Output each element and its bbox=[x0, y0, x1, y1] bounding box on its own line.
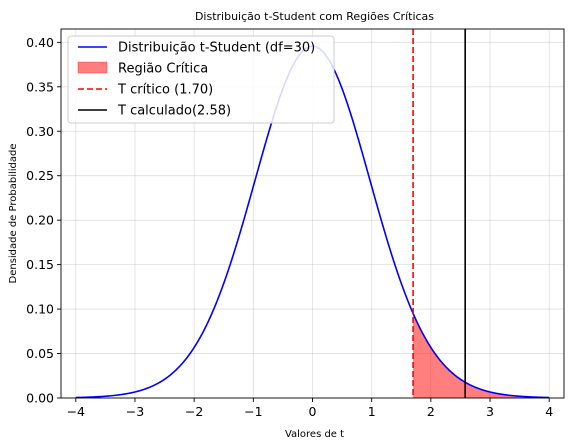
y-tick-label: 0.00 bbox=[26, 391, 54, 406]
legend-box bbox=[67, 35, 335, 124]
legend-label-region: Região Crítica bbox=[118, 62, 208, 77]
y-tick-label: 0.40 bbox=[26, 35, 54, 50]
x-tick-label: −4 bbox=[67, 404, 85, 419]
x-tick-label: −1 bbox=[244, 404, 262, 419]
y-axis-title: Densidade de Probabilidade bbox=[8, 143, 19, 283]
y-tick-label: 0.30 bbox=[26, 124, 54, 139]
y-tick-label: 0.15 bbox=[26, 257, 54, 272]
legend-label-curve: Distribuição t-Student (df=30) bbox=[118, 41, 315, 56]
y-tick-label: 0.05 bbox=[26, 346, 54, 361]
axis-ticks: −4 −3 −2 −1 0 1 2 3 4 0.00 0.05 0.10 0.15 0.20 0.25 0.3… bbox=[26, 35, 553, 419]
x-tick-label: 4 bbox=[545, 404, 553, 419]
x-tick-label: 0 bbox=[309, 404, 317, 419]
x-axis-title: Valores de t bbox=[285, 429, 344, 440]
y-tick-label: 0.25 bbox=[26, 168, 54, 183]
legend-label-t-calculated: T calculado(2.58) bbox=[117, 104, 231, 119]
chart-title: Distribuição t-Student com Regiões Críti… bbox=[195, 10, 434, 23]
legend-swatch-region bbox=[77, 61, 108, 74]
y-tick-label: 0.35 bbox=[26, 79, 54, 94]
x-tick-label: 3 bbox=[486, 404, 494, 419]
critical-region bbox=[413, 313, 550, 398]
x-tick-label: 1 bbox=[368, 404, 376, 419]
y-tick-label: 0.20 bbox=[26, 213, 54, 228]
vertical-lines bbox=[412, 29, 466, 398]
x-tick-label: −3 bbox=[126, 404, 144, 419]
x-tick-label: 2 bbox=[427, 404, 435, 419]
x-tick-label: −2 bbox=[185, 404, 203, 419]
legend-label-t-critical: T crítico (1.70) bbox=[117, 83, 213, 98]
critical-region-area bbox=[413, 313, 550, 398]
y-tick-label: 0.10 bbox=[26, 302, 54, 317]
legend: Distribuição t-Student (df=30) Região Cr… bbox=[67, 35, 335, 124]
